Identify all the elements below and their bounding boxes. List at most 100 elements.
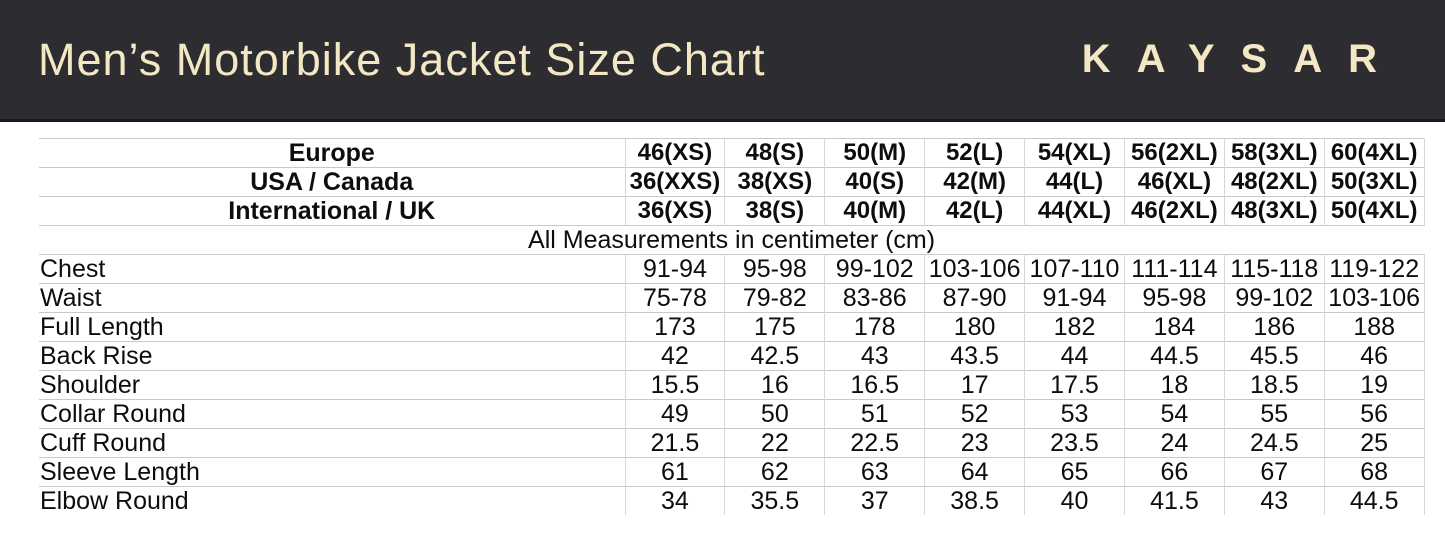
measure-value-cell: 23.5	[1024, 428, 1125, 458]
measure-value-cell: 83-86	[824, 283, 925, 313]
measure-value-cell: 95-98	[724, 254, 825, 284]
measure-value-cell: 24.5	[1223, 428, 1325, 458]
measure-value-cell: 17	[924, 370, 1025, 400]
measure-value-cell: 18	[1123, 370, 1225, 400]
size-value-cell: 36(XXS)	[624, 167, 725, 197]
measure-value-cell: 91-94	[1024, 283, 1125, 313]
measure-row-label: Waist	[40, 284, 102, 312]
measure-value-cell: 44.5	[1123, 341, 1225, 371]
measure-value-cell: 103-106	[924, 254, 1025, 284]
size-value-cell: 48(2XL)	[1223, 167, 1325, 197]
measure-row-label: Elbow Round	[40, 487, 189, 515]
page-title: Men’s Motorbike Jacket Size Chart	[38, 33, 766, 85]
table-row-usa-canada: USA / Canada 36(XXS) 38(XS) 40(S) 42(M) 44(L)…	[39, 167, 1425, 197]
measure-value-cell: 44.5	[1323, 486, 1425, 515]
measure-value-cell: 40	[1024, 486, 1125, 515]
table-row-chest: Chest 91-94 95-98 99-102 103-106 107-110 111-1…	[39, 254, 1425, 284]
size-value-cell: 52(L)	[924, 138, 1025, 168]
measure-value-cell: 22.5	[824, 428, 925, 458]
measurements-note-row: All Measurements in centimeter (cm)	[39, 225, 1425, 255]
size-value-cell: 50(M)	[824, 138, 925, 168]
measure-value-cell: 44	[1024, 341, 1125, 371]
table-row-full-length: Full Length 173 175 178 180 182 184 186 188	[39, 312, 1425, 342]
measure-value-cell: 43	[1223, 486, 1325, 515]
size-chart-body: Europe 46(XS) 48(S) 50(M) 52(L) 54(XL) 56(2XL)…	[39, 138, 1425, 515]
size-value-cell: 58(3XL)	[1223, 138, 1325, 168]
measure-value-cell: 186	[1223, 312, 1325, 342]
measure-value-cell: 55	[1223, 399, 1325, 429]
table-row-collar-round: Collar Round 49 50 51 52 53 54 55 56	[39, 399, 1425, 429]
measure-value-cell: 107-110	[1024, 254, 1125, 284]
measure-value-cell: 43.5	[924, 341, 1025, 371]
measure-value-cell: 75-78	[624, 283, 725, 313]
measure-value-cell: 99-102	[1223, 283, 1325, 313]
table-row-europe: Europe 46(XS) 48(S) 50(M) 52(L) 54(XL) 56(2XL)…	[39, 138, 1425, 168]
measure-value-cell: 115-118	[1223, 254, 1325, 284]
size-value-cell: 60(4XL)	[1323, 138, 1425, 168]
measure-value-cell: 49	[624, 399, 725, 429]
size-value-cell: 44(XL)	[1024, 196, 1125, 226]
measure-value-cell: 67	[1223, 457, 1325, 487]
measure-value-cell: 35.5	[724, 486, 825, 515]
measure-value-cell: 25	[1323, 428, 1425, 458]
measure-value-cell: 180	[924, 312, 1025, 342]
measure-value-cell: 42	[624, 341, 725, 371]
measure-value-cell: 43	[824, 341, 925, 371]
size-value-cell: 50(3XL)	[1323, 167, 1425, 197]
measure-value-cell: 46	[1323, 341, 1425, 371]
measure-value-cell: 16	[724, 370, 825, 400]
measure-value-cell: 16.5	[824, 370, 925, 400]
measure-value-cell: 18.5	[1223, 370, 1325, 400]
measure-value-cell: 66	[1123, 457, 1225, 487]
table-row-shoulder: Shoulder 15.5 16 16.5 17 17.5 18 18.5 19	[39, 370, 1425, 400]
measure-value-cell: 173	[624, 312, 725, 342]
measure-value-cell: 24	[1123, 428, 1225, 458]
size-value-cell: 44(L)	[1024, 167, 1125, 197]
measure-value-cell: 99-102	[824, 254, 925, 284]
measure-value-cell: 34	[624, 486, 725, 515]
measurements-note: All Measurements in centimeter (cm)	[528, 226, 936, 254]
size-value-cell: 38(S)	[724, 196, 825, 226]
measure-value-cell: 63	[824, 457, 925, 487]
size-value-cell: 46(XL)	[1123, 167, 1225, 197]
measure-value-cell: 87-90	[924, 283, 1025, 313]
size-value-cell: 40(M)	[824, 196, 925, 226]
measure-value-cell: 91-94	[624, 254, 725, 284]
table-row-international-uk: International / UK 36(XS) 38(S) 40(M) 42(L) 4…	[39, 196, 1425, 226]
measure-value-cell: 23	[924, 428, 1025, 458]
measure-value-cell: 45.5	[1223, 341, 1325, 371]
measure-row-label: Chest	[40, 255, 106, 283]
measure-value-cell: 56	[1323, 399, 1425, 429]
size-chart-table: Europe 46(XS) 48(S) 50(M) 52(L) 54(XL) 56(2XL)…	[39, 138, 1425, 515]
measure-value-cell: 38.5	[924, 486, 1025, 515]
measure-value-cell: 65	[1024, 457, 1125, 487]
measure-value-cell: 53	[1024, 399, 1125, 429]
measure-value-cell: 95-98	[1123, 283, 1225, 313]
size-value-cell: 48(3XL)	[1223, 196, 1325, 226]
measure-row-label: Back Rise	[40, 342, 153, 370]
size-row-label: Europe	[288, 139, 375, 167]
measure-row-label: Sleeve Length	[40, 458, 200, 486]
measure-value-cell: 178	[824, 312, 925, 342]
measure-row-label: Full Length	[40, 313, 164, 341]
size-row-label: USA / Canada	[250, 168, 414, 196]
table-row-waist: Waist 75-78 79-82 83-86 87-90 91-94 95-98 99-10…	[39, 283, 1425, 313]
measure-value-cell: 51	[824, 399, 925, 429]
size-value-cell: 54(XL)	[1024, 138, 1125, 168]
size-value-cell: 36(XS)	[624, 196, 725, 226]
measure-row-label: Shoulder	[40, 371, 141, 399]
measure-value-cell: 103-106	[1323, 283, 1425, 313]
measure-value-cell: 50	[724, 399, 825, 429]
brand-logo: KAYSAR	[1081, 37, 1403, 81]
size-value-cell: 56(2XL)	[1123, 138, 1225, 168]
table-row-sleeve-length: Sleeve Length 61 62 63 64 65 66 67 68	[39, 457, 1425, 487]
measure-row-label: Collar Round	[40, 400, 186, 428]
size-value-cell: 42(M)	[924, 167, 1025, 197]
size-value-cell: 48(S)	[724, 138, 825, 168]
measure-value-cell: 111-114	[1123, 254, 1225, 284]
measure-value-cell: 19	[1323, 370, 1425, 400]
size-value-cell: 42(L)	[924, 196, 1025, 226]
measure-value-cell: 188	[1323, 312, 1425, 342]
measure-value-cell: 62	[724, 457, 825, 487]
size-value-cell: 46(2XL)	[1123, 196, 1225, 226]
